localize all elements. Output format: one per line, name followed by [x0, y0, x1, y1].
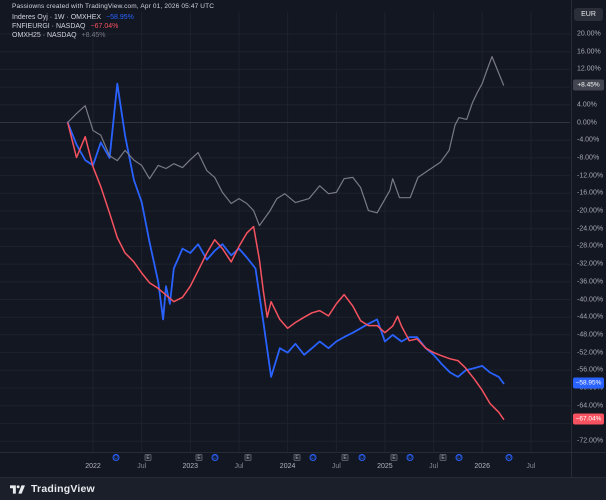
time-tick-label: 2026 [474, 463, 490, 470]
dividend-marker-icon[interactable]: D [505, 454, 513, 461]
legend-symbol-title: Inderes Oyj · 1W · OMXHEX [12, 14, 102, 21]
series-line-2[interactable] [67, 55, 505, 227]
tradingview-brand-link[interactable]: TradingView [31, 483, 95, 495]
price-tick-label: -20.00% [577, 207, 604, 215]
time-tick-label: 2025 [377, 463, 393, 470]
price-tick-label: -72.00% [577, 437, 604, 445]
price-tick-label: -40.00% [577, 296, 604, 303]
dividend-marker-icon[interactable]: D [358, 454, 366, 461]
price-tick-label: -8.00% [577, 154, 600, 162]
earnings-marker-icon[interactable]: E [293, 454, 301, 461]
price-tick-label: -24.00% [577, 225, 604, 233]
price-tick-label: 16.00% [577, 48, 601, 56]
price-axis[interactable]: EUR 20.00%16.00%12.00%8.00%4.00%0.00%-4.… [572, 0, 606, 478]
time-tick-label: 2022 [85, 463, 101, 470]
earnings-marker-icon[interactable]: E [244, 454, 252, 461]
price-tick-label: 0.00% [577, 119, 597, 126]
price-tick-label: -32.00% [577, 260, 604, 268]
earnings-marker-icon[interactable]: E [390, 454, 398, 461]
last-price-badge-0: −58.95% [573, 377, 604, 389]
legend-compare1-title: FNFIEURGI · NASDAQ [12, 23, 86, 30]
price-tick-label: -16.00% [577, 189, 604, 197]
tradingview-logo-icon [10, 484, 25, 494]
dividend-marker-icon[interactable]: D [112, 454, 120, 461]
price-tick-label: -36.00% [577, 278, 604, 286]
price-tick-label: -52.00% [577, 349, 604, 357]
legend-symbol-change: −58.95% [106, 14, 134, 21]
price-tick-label: -64.00% [577, 402, 604, 410]
last-price-badge-2: +8.45% [573, 79, 604, 91]
time-tick-label: Jul [137, 463, 147, 470]
earnings-marker-icon[interactable]: E [341, 454, 349, 461]
price-tick-label: -12.00% [577, 172, 604, 180]
series-line-1[interactable] [66, 121, 505, 420]
legend-row-compare-2[interactable]: OMXH25 · NASDAQ +8.45% [12, 31, 134, 40]
chart-legend: Inderes Oyj · 1W · OMXHEX −58.95% FNFIEUR… [12, 13, 134, 40]
earnings-marker-icon[interactable]: E [439, 454, 447, 461]
time-tick-label: 2024 [279, 463, 296, 470]
price-tick-label: 20.00% [577, 30, 601, 38]
legend-row-main-symbol[interactable]: Inderes Oyj · 1W · OMXHEX −58.95% [12, 13, 134, 22]
chart-attribution: Passiowns created with TradingView.com, … [12, 3, 215, 10]
price-tick-label: 12.00% [577, 65, 601, 73]
last-price-badge-1: −67.04% [573, 413, 604, 425]
time-tick-label: Jul [526, 463, 536, 470]
currency-toggle-button[interactable]: EUR [574, 8, 603, 21]
time-tick-label: Jul [429, 463, 439, 470]
price-tick-label: -48.00% [577, 331, 604, 339]
legend-row-compare-1[interactable]: FNFIEURGI · NASDAQ −67.04% [12, 22, 134, 31]
time-tick-label: 2023 [182, 463, 199, 470]
price-tick-label: 4.00% [577, 101, 597, 109]
price-tick-label: -4.00% [577, 136, 600, 144]
dividend-marker-icon[interactable]: D [406, 454, 414, 461]
legend-compare2-change: +8.45% [81, 32, 106, 39]
earnings-marker-icon[interactable]: E [195, 454, 203, 461]
dividend-marker-icon[interactable]: D [211, 454, 219, 461]
earnings-marker-icon[interactable]: E [144, 454, 152, 461]
footer-bar: TradingView [0, 477, 606, 500]
dividend-marker-icon[interactable]: D [455, 454, 463, 461]
series-line-0[interactable] [66, 82, 505, 385]
time-tick-label: Jul [234, 463, 244, 470]
price-tick-label: -44.00% [577, 313, 604, 321]
legend-compare1-change: −67.04% [90, 23, 119, 30]
price-tick-label: -56.00% [577, 366, 604, 374]
price-tick-label: -28.00% [577, 242, 604, 250]
time-axis[interactable]: 2022 Jul 2023 Jul 2024 Jul 2025 Jul 2026 Jul D E E D E… [0, 452, 572, 478]
dividend-marker-icon[interactable]: D [309, 454, 317, 461]
legend-compare2-title: OMXH25 · NASDAQ [12, 32, 77, 39]
time-tick-label: Jul [331, 463, 341, 470]
